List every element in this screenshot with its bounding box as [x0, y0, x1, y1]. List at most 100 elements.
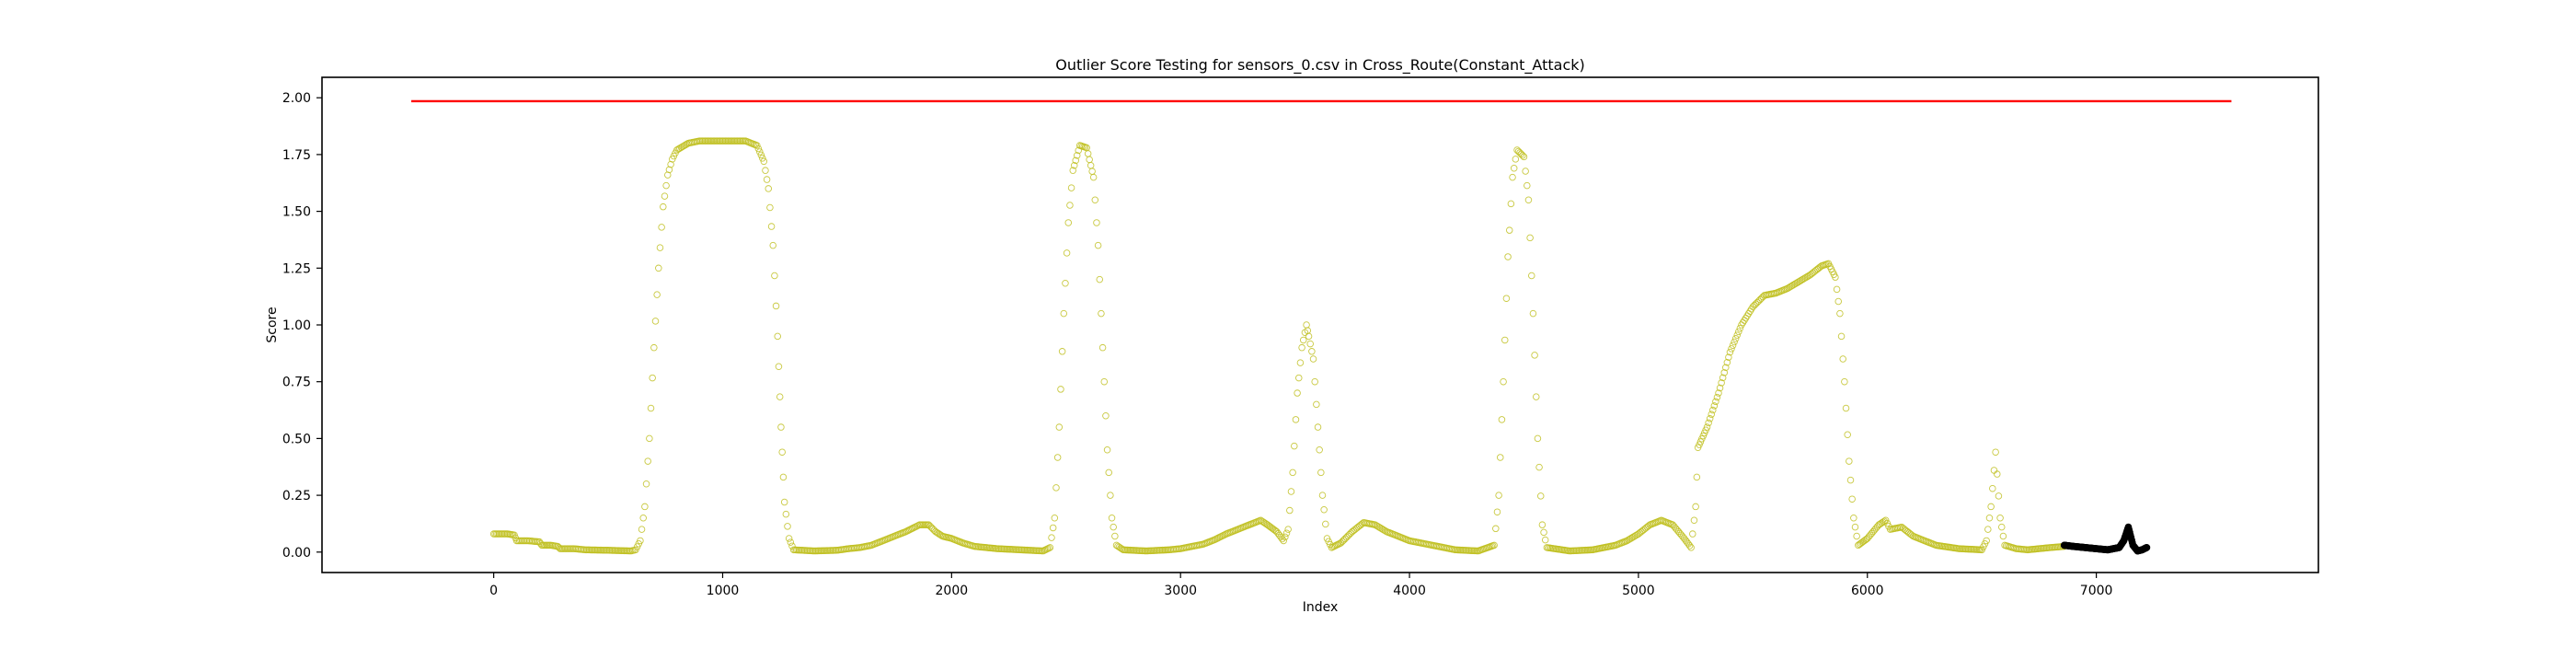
- data-point: [638, 526, 646, 533]
- data-point: [1299, 336, 1307, 344]
- data-point: [1282, 533, 1289, 541]
- data-point: [759, 155, 766, 162]
- data-point: [1728, 345, 1735, 353]
- data-point-attack: [2143, 543, 2151, 551]
- data-point: [756, 148, 764, 156]
- data-point: [661, 192, 669, 200]
- data-point: [1693, 473, 1701, 481]
- data-point: [1322, 520, 1329, 528]
- data-point: [647, 404, 655, 412]
- data-point: [664, 171, 672, 179]
- data-point: [639, 515, 647, 522]
- y-tick-label: 0.25: [282, 489, 311, 503]
- x-axis: 0 1000 2000 3000 4000 5000 6000 7000: [489, 573, 2112, 598]
- data-point: [762, 167, 769, 174]
- data-point: [1105, 469, 1112, 477]
- data-point: [650, 343, 658, 352]
- data-point: [1287, 488, 1295, 495]
- data-point: [1284, 526, 1292, 533]
- data-point: [1100, 377, 1108, 386]
- data-point: [646, 434, 653, 443]
- data-point: [1072, 156, 1079, 165]
- y-tick-label: 0.50: [282, 432, 311, 446]
- data-point: [1719, 374, 1727, 382]
- data-point: [1842, 404, 1850, 412]
- y-tick-label: 1.75: [282, 148, 311, 163]
- data-point: [1093, 219, 1100, 226]
- data-point: [1316, 446, 1323, 454]
- data-point: [776, 393, 784, 400]
- data-point: [1839, 355, 1846, 363]
- data-point: [1706, 415, 1714, 422]
- data-point: [656, 244, 664, 251]
- data-point: [1541, 536, 1549, 544]
- x-tick-label: 6000: [1851, 584, 1884, 598]
- data-point: [1531, 352, 1538, 359]
- data-point: [1529, 309, 1537, 318]
- data-point: [763, 176, 771, 183]
- data-point: [1098, 343, 1107, 352]
- data-point: [1295, 374, 1303, 382]
- data-point: [1538, 521, 1547, 528]
- data-point: [1091, 196, 1099, 204]
- data-point: [1720, 369, 1728, 376]
- data-point: [754, 145, 763, 153]
- data-point: [1689, 530, 1696, 538]
- data-point: [1048, 534, 1055, 541]
- data-point: [1058, 348, 1066, 355]
- data-point: [787, 538, 795, 546]
- data-point: [1311, 377, 1318, 386]
- data-point: [1296, 359, 1305, 366]
- data-point: [1317, 469, 1325, 477]
- data-point: [1844, 431, 1851, 439]
- data-point: [767, 223, 776, 230]
- data-point: [649, 374, 656, 382]
- data-point: [1098, 309, 1105, 318]
- y-axis-label: Score: [265, 307, 280, 342]
- data-point: [1062, 280, 1069, 287]
- series-normal: [489, 137, 2068, 555]
- data-point: [1834, 297, 1842, 306]
- data-point: [1731, 335, 1740, 342]
- data-point: [775, 363, 783, 370]
- data-point: [1500, 377, 1507, 386]
- data-point: [765, 185, 773, 192]
- data-point: [1108, 515, 1116, 522]
- data-point: [1710, 402, 1719, 410]
- data-point: [1716, 384, 1724, 392]
- data-point: [774, 332, 781, 341]
- data-point: [1532, 393, 1540, 400]
- data-point: [641, 503, 649, 511]
- data-point: [766, 203, 774, 212]
- data-point: [1715, 389, 1722, 397]
- data-point: [1519, 152, 1526, 159]
- data-point: [1850, 515, 1857, 522]
- data-point: [1089, 173, 1098, 181]
- data-point: [1057, 386, 1064, 393]
- data-point: [665, 166, 673, 174]
- data-point: [1052, 484, 1060, 492]
- data-point: [1524, 181, 1531, 190]
- data-point: [1846, 476, 1855, 484]
- data-point: [637, 537, 644, 545]
- data-point: [655, 264, 662, 272]
- y-tick-label: 1.00: [282, 318, 311, 333]
- x-tick-label: 1000: [707, 584, 740, 598]
- data-point: [1731, 338, 1738, 346]
- data-point: [1692, 503, 1699, 511]
- data-point: [1282, 529, 1291, 537]
- data-point: [1298, 343, 1305, 352]
- data-point: [1064, 219, 1073, 226]
- data-point: [1690, 516, 1698, 524]
- data-point: [1493, 508, 1501, 515]
- data-point: [784, 523, 791, 530]
- x-tick-label: 0: [489, 584, 498, 598]
- data-point: [1524, 196, 1533, 204]
- data-point: [1985, 515, 1994, 522]
- data-point: [1709, 406, 1717, 414]
- data-point: [1498, 416, 1506, 423]
- data-point: [753, 142, 761, 149]
- data-point: [651, 318, 660, 325]
